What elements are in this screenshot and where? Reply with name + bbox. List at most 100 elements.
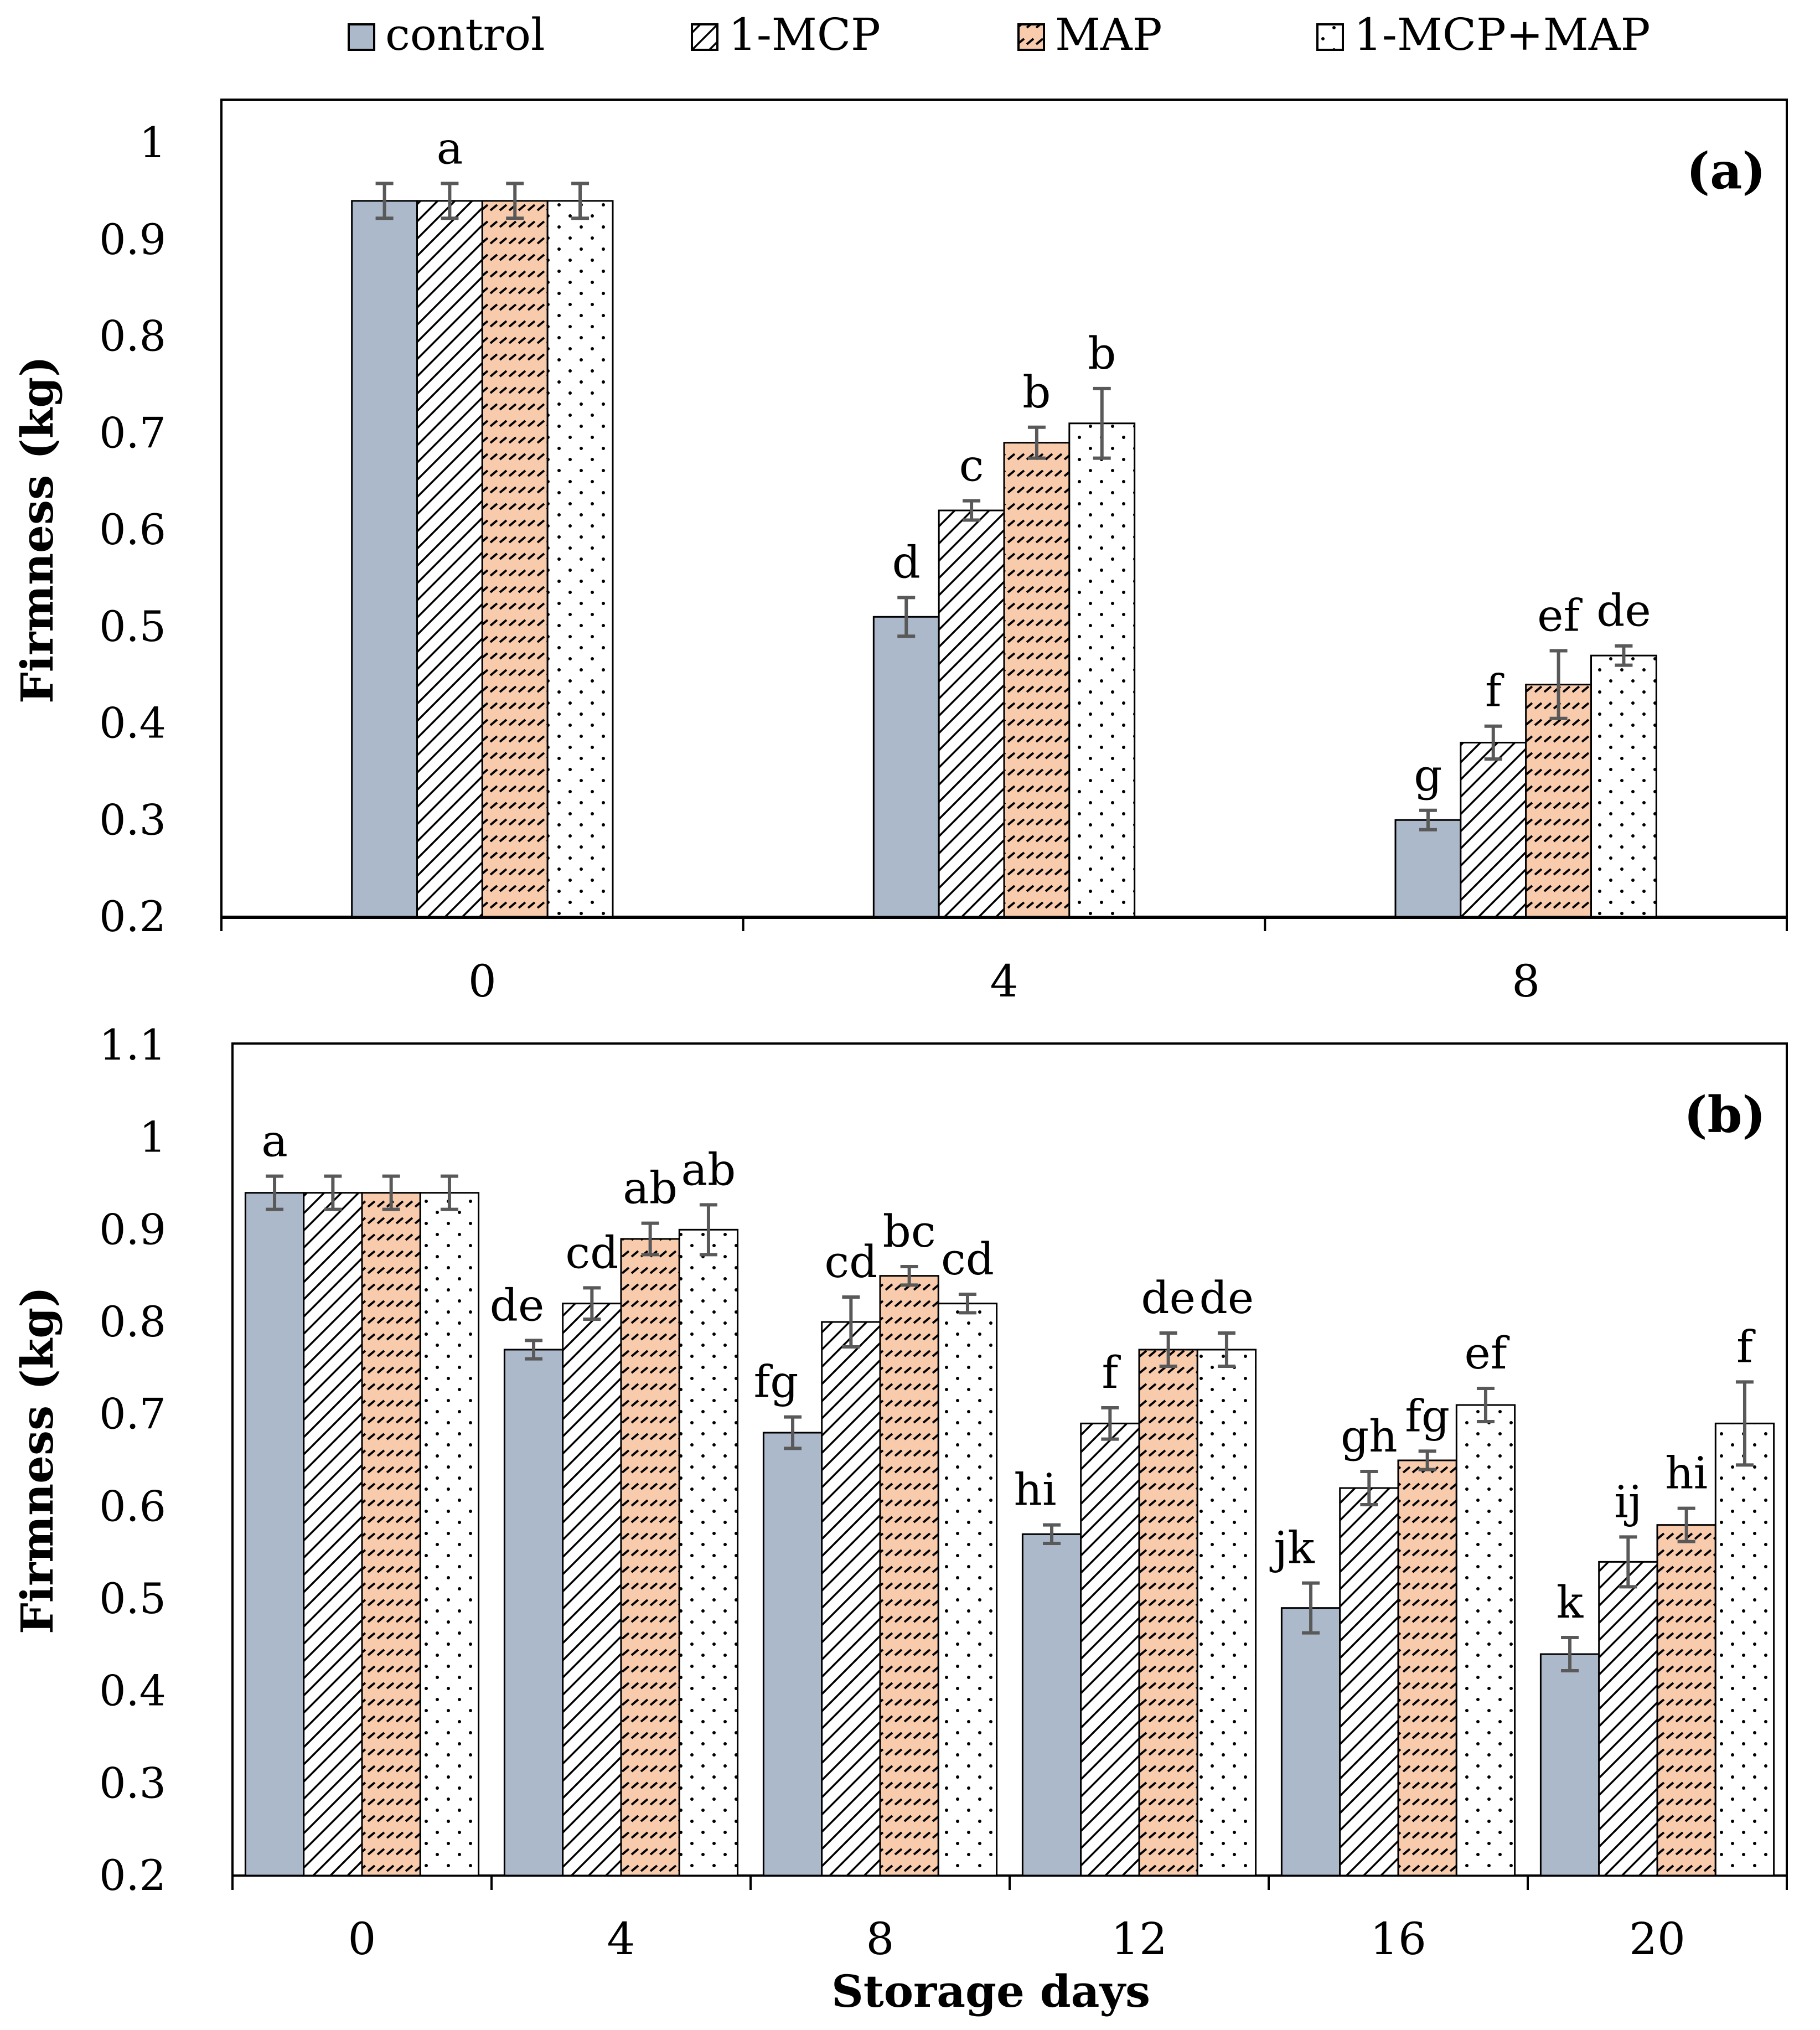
panel-label: (a) [1687, 142, 1766, 200]
bar-map [1525, 684, 1593, 918]
y-tick-label: 0.3 [99, 1758, 166, 1807]
significance-letter: f [1736, 1321, 1756, 1372]
x-tick-label: 4 [990, 955, 1018, 1007]
y-tick-label: 1 [139, 118, 166, 167]
y-tick-label: 0.6 [99, 505, 166, 554]
y-tick-label: 0.8 [99, 312, 166, 361]
significance-letter: k [1557, 1577, 1584, 1628]
legend-label-mcp: 1-MCP [728, 9, 881, 60]
significance-letter: de [490, 1279, 545, 1331]
significance-letter: de [1141, 1272, 1196, 1324]
panel-a: 0.2 0.3 0.4 0.5 0.6 0.7 0.8 0.9 1 Firmness (kg) 0 a… [11, 99, 1788, 1007]
bar-map [1397, 1459, 1457, 1877]
significance-letter: f [1102, 1347, 1121, 1398]
significance-letter: cd [565, 1227, 618, 1278]
legend-swatch-mcp [691, 23, 718, 51]
legend-label-control: control [385, 9, 545, 60]
bar-1-mcp-map [1455, 1404, 1516, 1877]
bar-1-mcp [1598, 1561, 1658, 1877]
significance-letter: hi [1665, 1448, 1708, 1499]
bar-1-mcp [416, 200, 483, 918]
bar-map [1656, 1524, 1716, 1877]
significance-letter: hi [1014, 1464, 1056, 1516]
bar-control [872, 616, 940, 918]
y-tick-label: 0.3 [99, 795, 166, 844]
bar-1-mcp-map [1196, 1349, 1257, 1877]
bar-control [351, 200, 418, 918]
bar-control [1021, 1533, 1082, 1877]
bar-1-mcp-map [546, 200, 614, 918]
y-tick-label: 0.5 [99, 1574, 166, 1623]
significance-letter: fg [754, 1356, 799, 1408]
bar-1-mcp-map [1714, 1422, 1775, 1877]
panel-label: (b) [1684, 1086, 1766, 1144]
significance-letter: ab [681, 1144, 736, 1195]
x-tick-label: 8 [866, 1913, 895, 1965]
y-axis-label: Firmness (kg) [11, 356, 63, 704]
bar-1-mcp [1080, 1422, 1140, 1877]
significance-letter: cd [824, 1236, 877, 1288]
significance-letter: gh [1341, 1411, 1398, 1462]
significance-letter: a [437, 122, 463, 174]
y-tick-label: 1.1 [99, 1020, 166, 1070]
bar-map [361, 1192, 421, 1877]
significance-letter: f [1485, 665, 1504, 717]
bar-control [762, 1432, 823, 1877]
y-tick-label: 0.4 [99, 1666, 166, 1716]
bar-control [1280, 1607, 1341, 1877]
legend-swatch-control [348, 23, 375, 51]
x-tick-label: 16 [1370, 1913, 1426, 1965]
x-tick-label: 0 [468, 955, 497, 1007]
bar-1-mcp-map [937, 1303, 998, 1877]
significance-letter: g [1414, 750, 1442, 801]
bar-1-mcp [1339, 1487, 1399, 1877]
panel-b: 0.2 0.3 0.4 0.5 0.6 0.7 0.8 0.9 1 1.1 Firmness (kg… [11, 1020, 1788, 1965]
y-tick-label: 0.8 [99, 1297, 166, 1346]
y-tick-label: 0.2 [99, 1851, 166, 1900]
bar-1-mcp [938, 509, 1005, 918]
legend-label-map: MAP [1055, 9, 1162, 60]
significance-letter: d [892, 536, 921, 588]
y-tick-label: 0.2 [99, 892, 166, 941]
bar-control [503, 1349, 564, 1877]
y-tick-label: 0.5 [99, 602, 166, 651]
bar-1-mcp-map [419, 1192, 480, 1877]
bar-map [481, 200, 549, 918]
significance-letter: de [1199, 1272, 1254, 1324]
bar-1-mcp-map [1590, 654, 1657, 918]
significance-letter: b [1088, 328, 1116, 379]
x-tick-label: 12 [1111, 1913, 1167, 1965]
x-tick-label: 20 [1629, 1913, 1685, 1965]
y-tick-label: 1 [139, 1113, 166, 1162]
bar-1-mcp [1460, 741, 1527, 918]
bar-control [1394, 819, 1462, 918]
y-axis-label: Firmness (kg) [11, 1287, 63, 1634]
significance-letter: ab [623, 1163, 678, 1214]
y-tick-label: 0.7 [99, 1390, 166, 1439]
x-tick-label: 4 [607, 1913, 635, 1965]
bar-map [1138, 1349, 1198, 1877]
y-tick-label: 0.9 [99, 1205, 166, 1254]
y-tick-label: 0.9 [99, 215, 166, 264]
significance-letter: de [1596, 585, 1651, 637]
bar-control [1539, 1653, 1600, 1877]
x-tick-label: 0 [348, 1913, 376, 1965]
y-tick-label: 0.6 [99, 1481, 166, 1531]
significance-letter: bc [883, 1206, 936, 1257]
significance-letter: c [959, 440, 984, 492]
significance-letter: ij [1614, 1476, 1642, 1527]
significance-letter: fg [1405, 1390, 1450, 1442]
legend-label-combo: 1-MCP+MAP [1354, 9, 1650, 60]
bar-control [244, 1192, 305, 1877]
significance-letter: cd [941, 1233, 994, 1285]
significance-letter: jk [1269, 1522, 1315, 1574]
bar-map [1003, 442, 1071, 918]
x-axis-label: Storage days [831, 1965, 1150, 2017]
bar-1-mcp [303, 1192, 363, 1877]
bar-1-mcp [562, 1303, 622, 1877]
bar-1-mcp [821, 1321, 881, 1877]
legend-swatch-map [1017, 23, 1045, 51]
y-tick-label: 0.4 [99, 699, 166, 748]
